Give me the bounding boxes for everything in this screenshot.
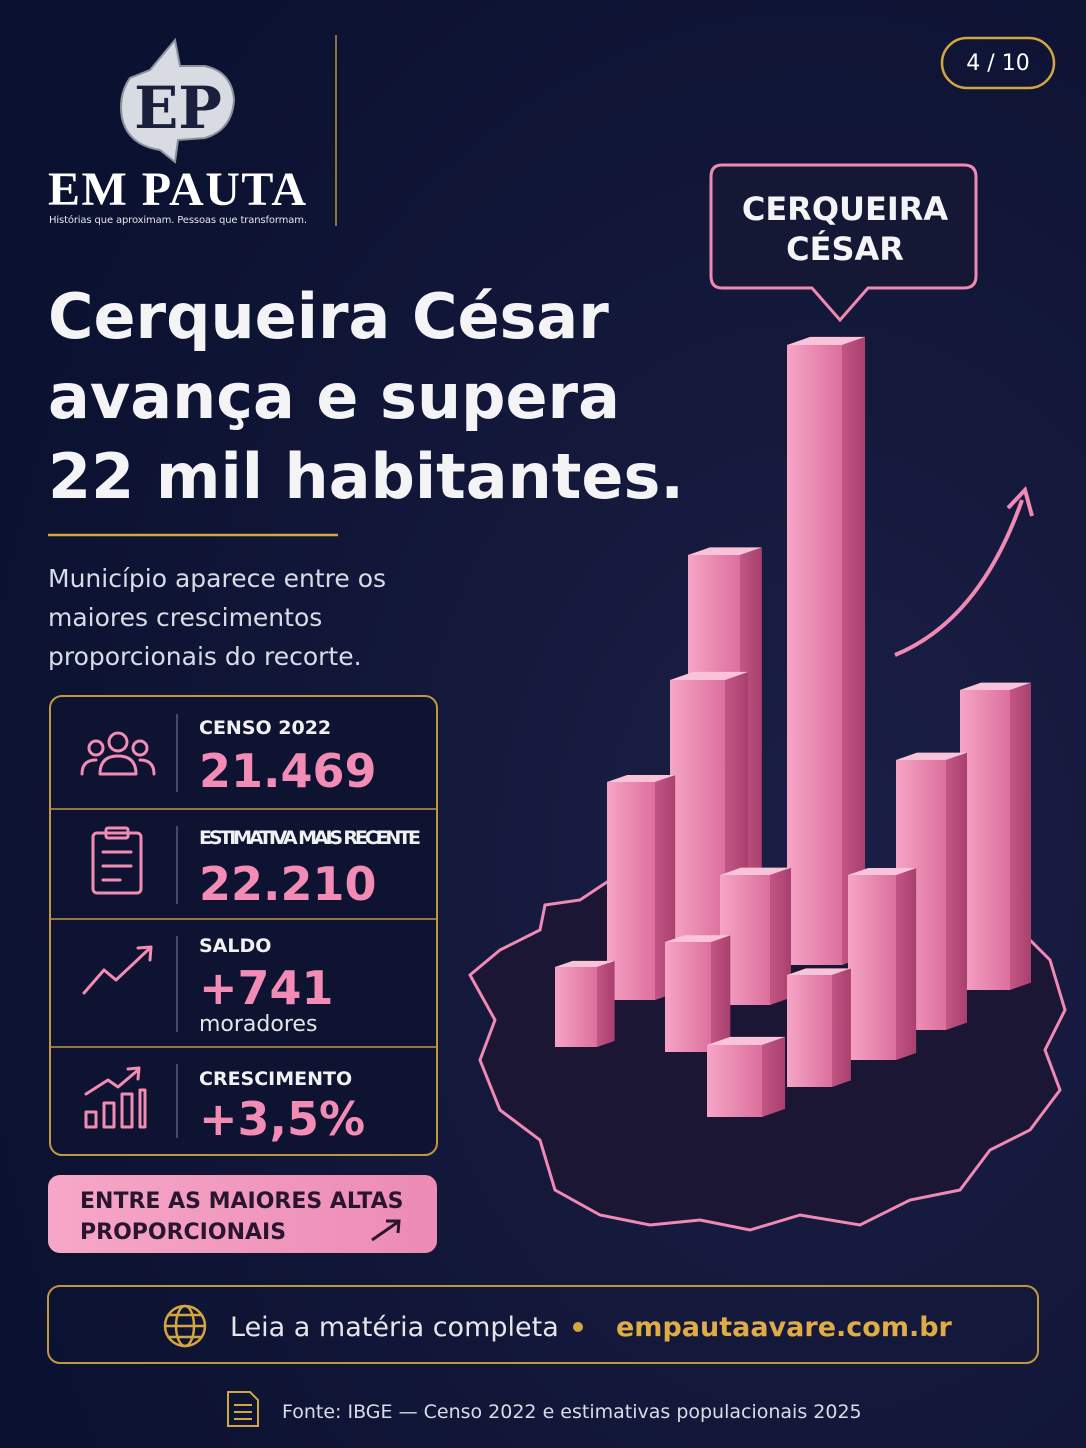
column-top [896,752,967,760]
column-top [720,867,791,875]
column-front [787,975,832,1087]
column-front [665,942,711,1052]
stat-value: 21.469 [199,744,377,798]
column-top [848,867,917,875]
column-top [787,968,851,975]
logo: EP EM PAUTA Histórias que aproximam. Pes… [48,37,307,226]
icon-globe [163,1304,207,1348]
column-top [960,682,1031,690]
illustration [468,336,1067,1232]
column-side [832,968,851,1087]
column-side [762,1036,786,1117]
icon-people [80,731,156,776]
separator [573,1322,583,1332]
stat-label: SALDO [199,935,271,957]
footer-cta[interactable]: Leia a matéria completa [230,1312,559,1343]
column [665,935,731,1052]
column-top [555,960,615,967]
page-indicator: 4 / 10 [966,51,1029,76]
icon-growth [84,1066,147,1129]
stat-value: +3,5% [199,1092,365,1146]
page-pill [940,36,1056,90]
stat-note: moradores [199,1012,317,1037]
headline: avança e supera [48,360,620,433]
icon-document [227,1391,259,1427]
column-top [607,774,676,782]
column [720,867,791,1005]
column-side [896,867,917,1060]
column [960,682,1031,990]
footer-box[interactable] [47,1285,1039,1364]
column-top [707,1036,786,1045]
column-side [946,752,967,1030]
source: Fonte: IBGE — Censo 2022 e estimativas p… [282,1401,862,1423]
column [787,336,866,965]
trend-arrow [894,499,1024,657]
badge-arrow [371,1219,401,1242]
column-side [1010,682,1031,990]
column-side [770,867,791,1005]
column-top [787,336,866,345]
headline: 22 mil habitantes. [48,440,684,513]
stat-label: CRESCIMENTO [199,1068,352,1090]
stat-label: CENSO 2022 [199,717,331,739]
logo-mark: EP [134,74,222,142]
column-side [842,336,866,965]
callout-box [709,163,978,323]
column-front [707,1045,762,1117]
footer-url[interactable]: empautaavare.com.br [616,1312,953,1343]
column-top [670,671,749,680]
stat-value: +741 [199,961,334,1015]
callout-text: CÉSAR [786,230,904,268]
logo-emblem [120,37,236,164]
stat-value: 22.210 [199,857,377,911]
column-front [960,690,1010,990]
column [555,960,615,1047]
column [607,774,676,1000]
icon-clipboard [91,826,143,895]
stat-label: ESTIMATIVA MAIS RECENTE [199,827,421,849]
headline: Cerqueira César [48,280,609,353]
column [787,968,851,1087]
column-front [848,875,896,1060]
column-front [555,967,597,1047]
logo-brand: EM PAUTA [48,163,306,216]
callout-text: CERQUEIRA [742,190,949,228]
column [848,867,917,1060]
column-front [787,345,842,965]
column-top [665,935,731,942]
stats-panel [49,695,438,1156]
subtitle: proporcionais do recorte. [48,642,362,671]
stats-dividers [50,714,437,1138]
column-top [688,547,762,555]
badge-text: PROPORCIONAIS [80,1220,286,1245]
subtitle: Município aparece entre os [48,564,386,593]
column-side [597,960,615,1047]
badge-text: ENTRE AS MAIORES ALTAS [80,1189,403,1214]
subtitle: maiores crescimentos [48,603,322,632]
column [707,1036,786,1117]
column-front [607,782,655,1000]
trend-arrow-head [1006,486,1034,517]
icon-trend [82,945,153,995]
column-side [711,935,731,1052]
badge [48,1175,437,1253]
logo-tagline: Histórias que aproximam. Pessoas que tra… [49,214,307,226]
